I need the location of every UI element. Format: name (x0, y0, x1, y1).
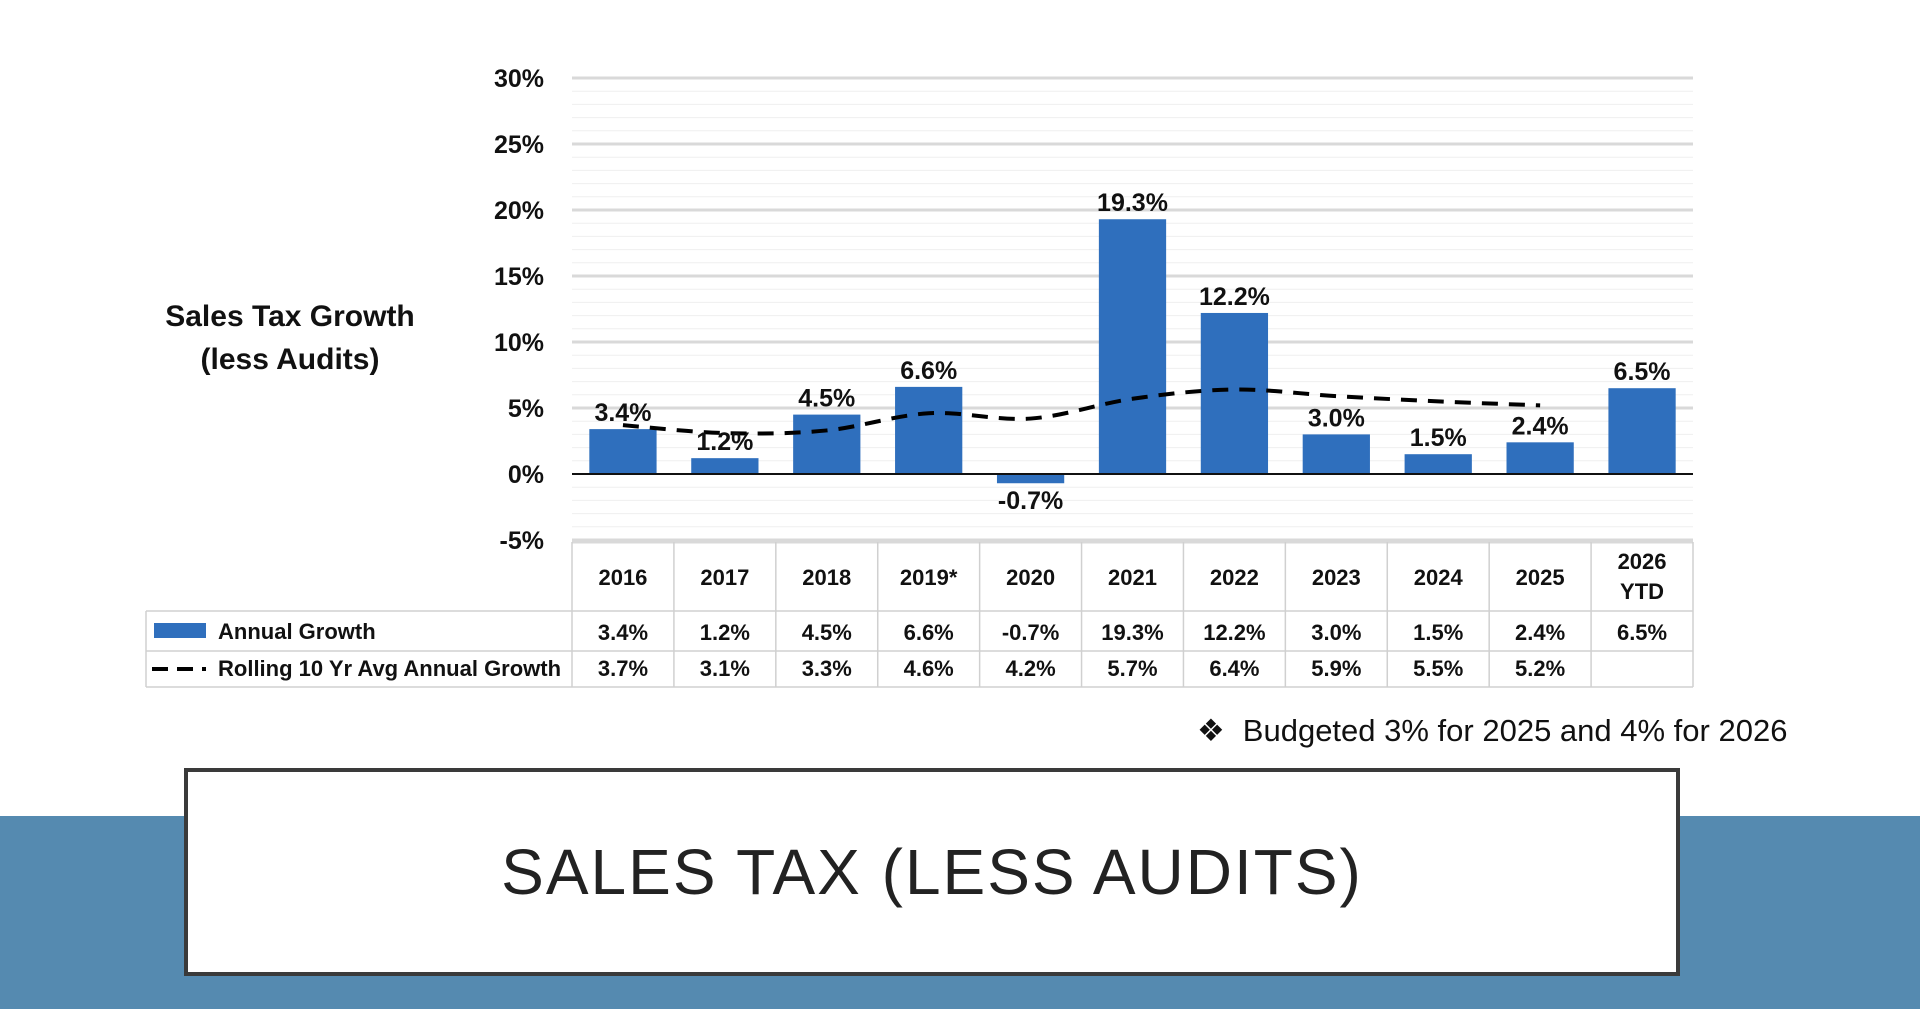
x-category-label: 2022 (1210, 565, 1259, 590)
rolling-average-line (622, 387, 1541, 436)
table-annual-growth-value: 6.6% (904, 620, 954, 645)
bar-value-label: 12.2% (1199, 283, 1270, 311)
table-annual-growth-value: 2.4% (1515, 620, 1565, 645)
bar-annual-growth (1608, 388, 1676, 474)
chart-side-title: Sales Tax Growth (less Audits) (120, 295, 460, 381)
y-tick-label: -5% (500, 527, 544, 555)
x-category-label: 2016 (598, 565, 647, 590)
legend-bar-swatch (154, 623, 206, 638)
table-rolling-average-value: 5.2% (1515, 656, 1565, 681)
sales-tax-growth-chart: -5% 0% 5% 10% 15% 20% 25% 30% 3.4% 1.2% 4.5% 6.6% -0… (145, 65, 1694, 688)
y-tick-label: 10% (494, 329, 544, 357)
x-category-label: 2020 (1006, 565, 1055, 590)
x-category-label: 2019* (900, 565, 958, 590)
x-category-label: 2023 (1312, 565, 1361, 590)
table-rolling-average-value: 3.3% (802, 656, 852, 681)
bar-annual-growth (793, 414, 861, 474)
bar-value-label: 1.2% (696, 428, 753, 456)
table-rolling-average-value: 3.1% (700, 656, 750, 681)
bar-value-label: 6.6% (900, 357, 957, 385)
bar-value-label: 6.5% (1614, 358, 1671, 386)
chart-title-line-1: Sales Tax Growth (165, 300, 415, 333)
bar-annual-growth (1404, 454, 1472, 474)
y-tick-label: 30% (494, 65, 544, 93)
table-rolling-average-value: 4.6% (904, 656, 954, 681)
bar-annual-growth (1098, 219, 1167, 474)
table-annual-growth-value: 6.5% (1617, 620, 1667, 645)
x-category-label: 2018 (802, 565, 851, 590)
bar-annual-growth (1506, 442, 1574, 474)
table-annual-growth-value: 3.0% (1311, 620, 1361, 645)
table-rolling-average-value: 3.7% (598, 656, 648, 681)
legend-annual-growth: Annual Growth (218, 619, 376, 644)
slide-title: SALES TAX (LESS AUDITS) (501, 836, 1363, 908)
bar-annual-growth (589, 429, 657, 474)
budget-note-text: Budgeted 3% for 2025 and 4% for 2026 (1242, 713, 1788, 748)
chart-title-line-2: (less Audits) (200, 343, 380, 376)
x-category-label: 2025 (1516, 565, 1565, 590)
table-annual-growth-value: 12.2% (1203, 620, 1265, 645)
bar-value-label: 19.3% (1097, 189, 1168, 217)
y-tick-label: 15% (494, 263, 544, 291)
bar-value-label: 3.0% (1308, 404, 1365, 432)
legend-rolling-average: Rolling 10 Yr Avg Annual Growth (218, 656, 561, 681)
table-annual-growth-value: 19.3% (1101, 620, 1163, 645)
bar-annual-growth (1200, 312, 1269, 474)
slide-title-box: SALES TAX (LESS AUDITS) (184, 768, 1680, 976)
y-tick-label: 25% (494, 131, 544, 159)
budget-note: ❖ Budgeted 3% for 2025 and 4% for 2026 (1197, 713, 1787, 749)
table-rolling-average-value: 4.2% (1006, 656, 1056, 681)
x-category-label: 2026 YTD (1618, 549, 1667, 604)
bar-value-label: 1.5% (1410, 424, 1467, 452)
bar-value-label: 4.5% (798, 385, 855, 413)
diamond-bullet-icon: ❖ (1197, 713, 1225, 748)
table-annual-growth-value: -0.7% (1002, 620, 1059, 645)
table-annual-growth-value: 4.5% (802, 620, 852, 645)
x-category-label: 2024 (1414, 565, 1464, 590)
table-annual-growth-value: 1.5% (1413, 620, 1463, 645)
bar-annual-growth (895, 386, 963, 474)
table-annual-growth-value: 1.2% (700, 620, 750, 645)
table-rolling-average-value: 5.9% (1311, 656, 1361, 681)
bar-value-label: 2.4% (1512, 412, 1569, 440)
bar-annual-growth (1302, 434, 1370, 474)
table-annual-growth-value: 3.4% (598, 620, 648, 645)
bar-annual-growth (996, 474, 1065, 484)
table-rolling-average-value: 5.7% (1107, 656, 1157, 681)
x-category-label: 2017 (700, 565, 749, 590)
y-tick-label: 20% (494, 197, 544, 225)
bar-value-label: -0.7% (998, 487, 1063, 515)
bar-annual-growth (691, 458, 759, 474)
table-rolling-average-value: 6.4% (1209, 656, 1259, 681)
bar-value-label: 3.4% (594, 399, 651, 427)
y-tick-label: 5% (508, 395, 544, 423)
y-tick-label: 0% (508, 461, 544, 489)
table-rolling-average-value: 5.5% (1413, 656, 1463, 681)
x-category-label: 2021 (1108, 565, 1157, 590)
